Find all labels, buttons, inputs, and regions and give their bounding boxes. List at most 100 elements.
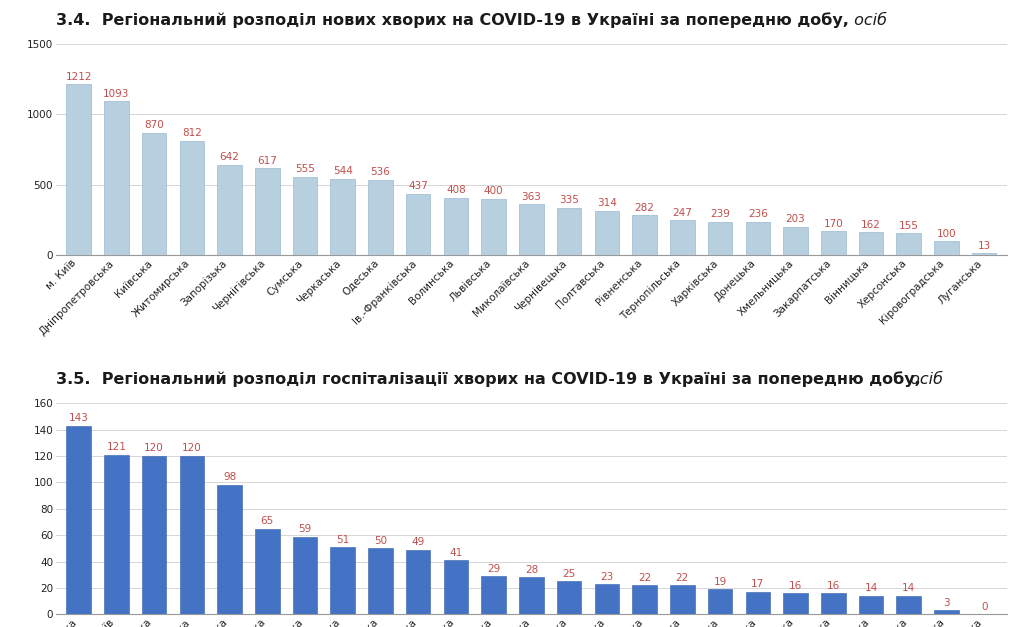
Text: 617: 617 <box>257 155 278 166</box>
Bar <box>519 577 544 614</box>
Bar <box>821 593 845 614</box>
Text: 1212: 1212 <box>65 72 92 82</box>
Text: 239: 239 <box>710 209 730 219</box>
Bar <box>896 596 921 614</box>
Bar <box>708 221 732 255</box>
Bar <box>783 593 807 614</box>
Text: 282: 282 <box>635 203 655 213</box>
Text: 22: 22 <box>638 573 651 583</box>
Text: 335: 335 <box>559 196 579 206</box>
Text: 3.5.  Регіональний розподіл госпіталізації хворих на COVID-19 в Україні за попер: 3.5. Регіональний розподіл госпіталізаці… <box>56 372 920 387</box>
Bar <box>406 550 430 614</box>
Bar <box>935 611 959 614</box>
Bar <box>972 253 997 255</box>
Text: осіб: осіб <box>849 13 887 28</box>
Text: 13: 13 <box>977 241 991 251</box>
Text: 812: 812 <box>182 129 201 139</box>
Bar <box>633 586 657 614</box>
Bar <box>406 194 430 255</box>
Text: 100: 100 <box>937 229 956 239</box>
Text: 314: 314 <box>597 198 616 208</box>
Bar <box>935 241 959 255</box>
Bar <box>180 456 204 614</box>
Bar <box>783 226 807 255</box>
Text: 400: 400 <box>484 186 503 196</box>
Text: 65: 65 <box>260 516 274 526</box>
Text: 51: 51 <box>336 535 349 545</box>
Bar <box>519 204 544 255</box>
Text: 155: 155 <box>899 221 918 231</box>
Bar <box>218 485 242 614</box>
Text: 98: 98 <box>223 473 236 483</box>
Text: 29: 29 <box>487 564 500 574</box>
Bar <box>141 456 167 614</box>
Text: 19: 19 <box>714 577 727 587</box>
Bar <box>255 168 280 255</box>
Bar <box>368 549 393 614</box>
Bar <box>745 592 770 614</box>
Text: 28: 28 <box>525 565 538 575</box>
Text: 544: 544 <box>333 166 353 176</box>
Text: 642: 642 <box>220 152 239 162</box>
Bar <box>331 547 355 614</box>
Text: 363: 363 <box>522 191 541 201</box>
Bar <box>557 208 582 255</box>
Text: 408: 408 <box>446 185 466 195</box>
Text: 16: 16 <box>827 581 840 591</box>
Bar <box>66 426 91 614</box>
Text: 170: 170 <box>824 219 843 229</box>
Text: 143: 143 <box>68 413 88 423</box>
Text: 0: 0 <box>981 602 988 612</box>
Bar <box>821 231 845 255</box>
Text: 555: 555 <box>295 164 315 174</box>
Text: 120: 120 <box>182 443 201 453</box>
Bar <box>66 85 91 255</box>
Bar <box>104 101 128 255</box>
Bar <box>141 133 167 255</box>
Bar <box>595 211 619 255</box>
Bar <box>481 199 505 255</box>
Text: 121: 121 <box>107 442 126 452</box>
Bar <box>293 537 317 614</box>
Bar <box>633 216 657 255</box>
Text: 247: 247 <box>672 208 693 218</box>
Bar <box>443 198 468 255</box>
Text: 22: 22 <box>675 573 689 583</box>
Text: 41: 41 <box>450 548 463 558</box>
Bar <box>595 584 619 614</box>
Text: 870: 870 <box>144 120 164 130</box>
Text: 25: 25 <box>562 569 576 579</box>
Bar <box>557 581 582 614</box>
Bar <box>670 586 695 614</box>
Text: 203: 203 <box>786 214 805 224</box>
Text: 437: 437 <box>408 181 428 191</box>
Bar <box>255 529 280 614</box>
Text: 50: 50 <box>374 536 387 546</box>
Text: 14: 14 <box>902 584 915 593</box>
Bar <box>745 222 770 255</box>
Text: 1093: 1093 <box>103 88 129 98</box>
Text: 3: 3 <box>943 598 950 608</box>
Text: осіб: осіб <box>905 372 943 387</box>
Bar <box>670 221 695 255</box>
Bar <box>218 165 242 255</box>
Text: 162: 162 <box>861 220 881 230</box>
Text: 120: 120 <box>144 443 164 453</box>
Bar <box>443 561 468 614</box>
Text: 236: 236 <box>747 209 768 219</box>
Bar <box>708 589 732 614</box>
Bar <box>368 180 393 255</box>
Bar <box>858 233 883 255</box>
Bar <box>293 177 317 255</box>
Text: 16: 16 <box>789 581 802 591</box>
Bar <box>896 233 921 255</box>
Text: 23: 23 <box>600 572 613 582</box>
Bar <box>331 179 355 255</box>
Text: 17: 17 <box>752 579 765 589</box>
Text: 536: 536 <box>370 167 391 177</box>
Bar <box>180 141 204 255</box>
Bar <box>104 455 128 614</box>
Bar <box>481 576 505 614</box>
Text: 49: 49 <box>412 537 425 547</box>
Text: 3.4.  Регіональний розподіл нових хворих на COVID-19 в Україні за попередню добу: 3.4. Регіональний розподіл нових хворих … <box>56 13 849 28</box>
